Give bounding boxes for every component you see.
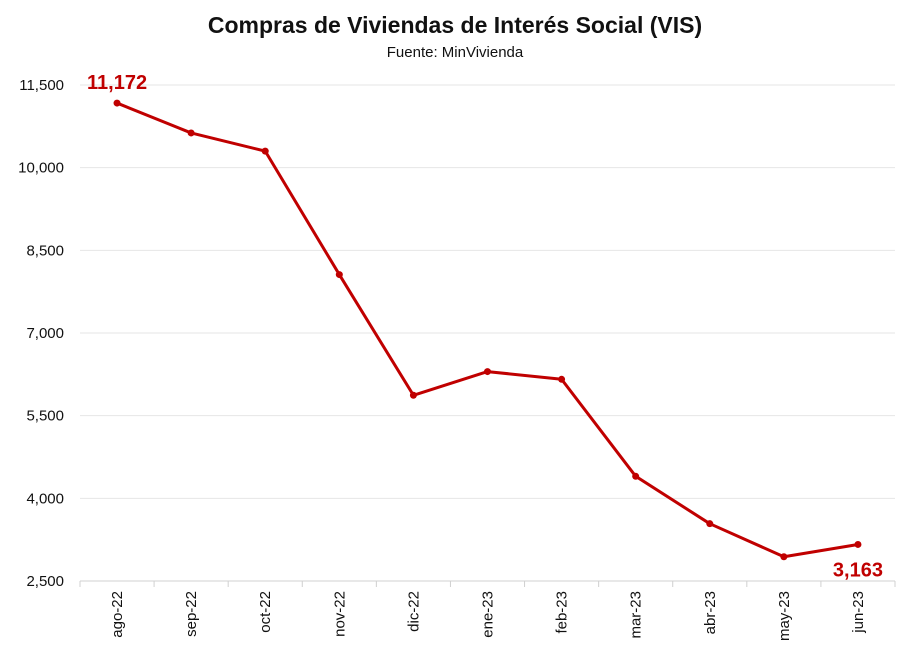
x-tick-label: ago-22	[109, 591, 126, 638]
data-point	[780, 553, 788, 561]
x-tick-label: ene-23	[480, 591, 497, 638]
y-tick-label: 4,000	[26, 490, 64, 507]
x-tick-label: dic-22	[405, 591, 422, 632]
data-point	[558, 375, 566, 383]
data-point	[113, 99, 121, 107]
x-tick-label: mar-23	[628, 591, 645, 639]
data-point	[484, 368, 491, 376]
data-point	[409, 391, 417, 399]
data-point	[706, 520, 714, 528]
axes	[79, 580, 896, 587]
y-tick-label: 10,000	[18, 160, 64, 177]
x-tick-label: nov-22	[331, 591, 348, 637]
x-axis-ticks: ago-22 sep-22 oct-22 nov-22 dic-22 ene-23 feb-…	[109, 591, 867, 641]
data-point	[854, 540, 862, 548]
x-tick-label: feb-23	[554, 591, 571, 634]
y-tick-label: 7,000	[26, 325, 64, 342]
x-tick-label: oct-22	[257, 591, 274, 633]
x-tick-label: abr-23	[702, 591, 719, 634]
data-point	[187, 129, 195, 137]
data-point	[632, 472, 640, 480]
x-tick-label: jun-23	[850, 591, 867, 634]
y-tick-label: 8,500	[26, 242, 64, 259]
data-label: 3,163	[833, 559, 883, 581]
data-label: 11,172	[87, 72, 147, 94]
series-group	[113, 99, 862, 561]
series-line	[115, 101, 860, 559]
x-tick-label: sep-22	[183, 591, 200, 637]
y-axis-ticks: 2,500 4,000 5,500 7,000 8,500 10,000 11,500	[18, 77, 64, 590]
data-point	[261, 147, 269, 155]
y-tick-label: 2,500	[26, 573, 64, 590]
gridlines	[80, 84, 895, 499]
data-point	[335, 271, 343, 279]
x-tick-label: may-23	[776, 591, 793, 641]
chart-title: Compras de Viviendas de Interés Social (…	[207, 12, 703, 38]
y-tick-label: 5,500	[26, 408, 64, 425]
chart-subtitle: Fuente: MinVivienda	[386, 44, 524, 61]
data-labels: 11,172 3,163	[87, 72, 883, 581]
y-tick-label: 11,500	[19, 77, 64, 94]
